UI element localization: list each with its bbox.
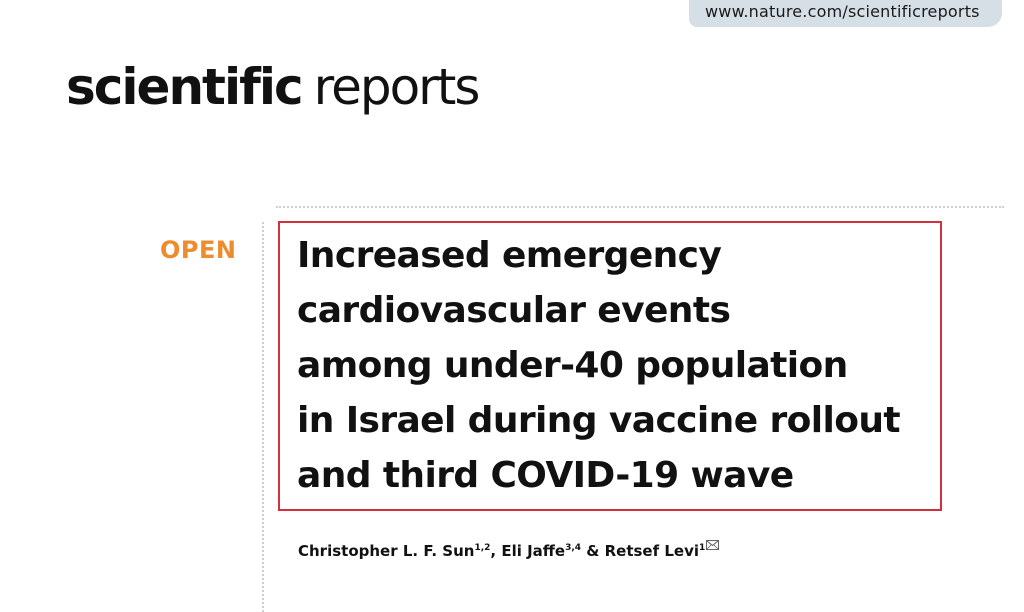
logo-word-reports: reports (313, 58, 481, 116)
author-name[interactable]: Eli Jaffe (501, 542, 566, 560)
author-separator: & (581, 542, 605, 560)
author-affiliation: 3,4 (565, 543, 582, 553)
title-highlight-box: Increased emergency cardiovascular event… (278, 221, 942, 511)
journal-logo: scientific reports (66, 62, 480, 112)
title-line: Increased emergency (297, 235, 722, 276)
open-access-label: OPEN (160, 236, 237, 264)
title-line: in Israel during vaccine rollout (297, 400, 901, 441)
author-affiliation: 1,2 (474, 543, 491, 553)
author-list: Christopher L. F. Sun1,2, Eli Jaffe3,4 &… (298, 540, 720, 560)
author-name[interactable]: Retsef Levi (604, 542, 699, 560)
logo-word-scientific: scientific (66, 58, 304, 116)
title-line: among under-40 population (297, 345, 848, 386)
author-affiliation: 1 (699, 543, 706, 553)
header-divider (276, 206, 1004, 208)
title-line: and third COVID-19 wave (297, 455, 794, 496)
margin-divider (262, 222, 264, 612)
title-line: cardiovascular events (297, 290, 731, 331)
envelope-icon[interactable] (706, 540, 720, 550)
author-name[interactable]: Christopher L. F. Sun (298, 542, 475, 560)
article-title: Increased emergency cardiovascular event… (297, 228, 930, 503)
author-separator: , (490, 542, 502, 560)
journal-url-link[interactable]: www.nature.com/scientificreports (689, 0, 1002, 27)
